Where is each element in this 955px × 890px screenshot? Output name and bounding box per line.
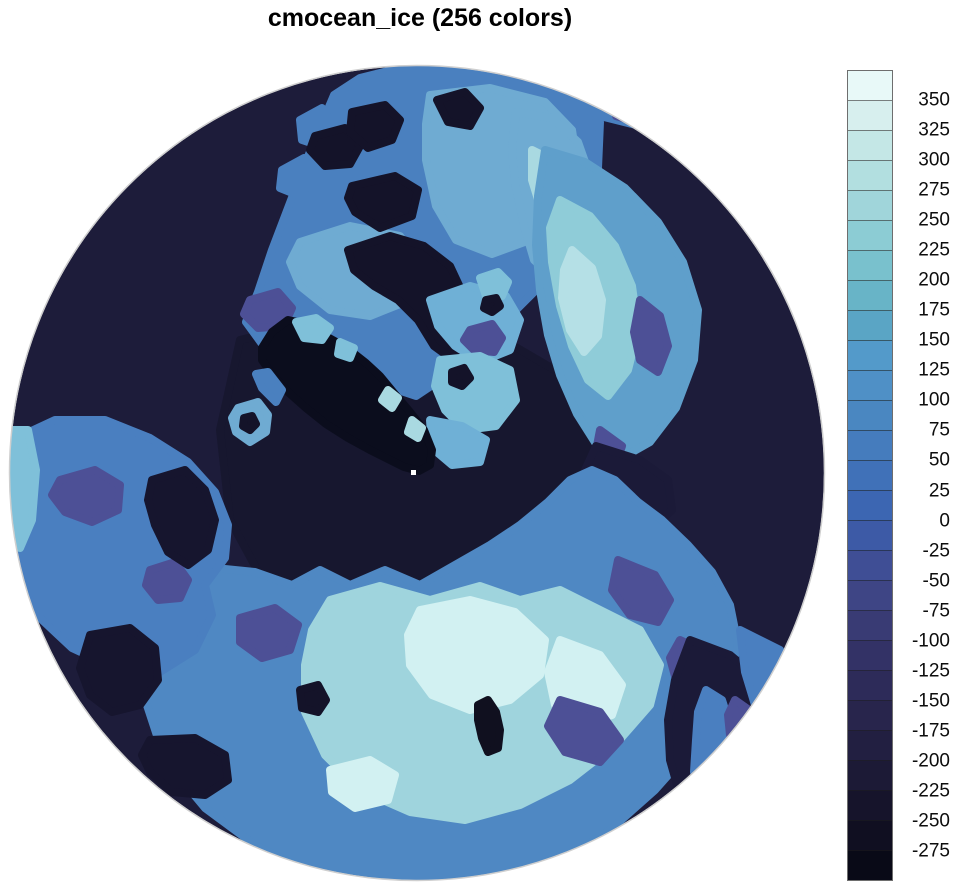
map-region-channel-3: [344, 172, 422, 232]
map-region-caa-dark-speck: [448, 364, 474, 390]
colorbar-segment: [848, 821, 892, 851]
map-region-greenland-fringe-2: [334, 338, 358, 362]
map-region-ne-purple-patch: [612, 94, 644, 126]
colorbar-segment: [848, 731, 892, 761]
map-region-siberia-lake: [296, 681, 330, 716]
map-region-arctic-island-2: [276, 154, 320, 200]
colorbar-segment: [848, 161, 892, 191]
colorbar-segment: [848, 611, 892, 641]
map-region-greenland-west-fringe: [252, 368, 286, 406]
map-region-channel-4: [433, 88, 484, 130]
map-region-iceland-dark: [239, 412, 260, 434]
colorbar-segment: [848, 191, 892, 221]
map-region-svalbard: [476, 268, 512, 300]
map-region-siberia-bright-1: [404, 596, 549, 714]
map-region-caa-purple: [460, 320, 506, 356]
colorbar-segment: [848, 491, 892, 521]
map-region-siberia-purple-2: [544, 696, 624, 766]
map-region-bering-dark-2: [76, 624, 162, 716]
colorbar-segment: [848, 221, 892, 251]
map-region-bering-dark-3: [138, 734, 232, 799]
colorbar-segment: [848, 371, 892, 401]
colorbar-segment: [848, 131, 892, 161]
map-region-greenland-speck-1: [404, 416, 426, 442]
map-region-svalbard-dark: [480, 294, 504, 316]
colorbar-segment: [848, 521, 892, 551]
map-region-channel-2: [346, 101, 404, 152]
map-region-west-edge-light: [10, 426, 40, 552]
colorbar-segment: [848, 251, 892, 281]
colorbar-segment: [848, 641, 892, 671]
colorbar-segment: [848, 461, 892, 491]
map-region-greenland-fringe-1: [292, 314, 334, 344]
map-region-lake-baikal: [474, 696, 504, 756]
map-region-bering-dark: [144, 466, 219, 569]
map-region-siberia-bright-3: [326, 756, 399, 812]
colorbar-segment: [848, 311, 892, 341]
colorbar: [847, 70, 893, 881]
map-region-siberia-purple-1: [608, 556, 674, 626]
map-region-siberia-purple-3: [236, 604, 302, 662]
colorbar-segments: [848, 71, 892, 880]
map-region-channel-1: [306, 124, 364, 170]
map-region-scand-purple-1: [630, 296, 672, 376]
chart-title: cmocean_ice (256 colors): [267, 4, 573, 32]
map-region-greenland-speck-2: [378, 386, 402, 412]
colorbar-segment: [848, 671, 892, 701]
colorbar-segment: [848, 551, 892, 581]
colorbar-segment: [848, 581, 892, 611]
colorbar-segment: [848, 851, 892, 880]
colorbar-segment: [848, 71, 892, 101]
map-region-scandinavia-bright: [558, 246, 606, 356]
colorbar-segment: [848, 701, 892, 731]
map-region-alaska-purple-2: [142, 558, 192, 604]
colorbar-segment: [848, 761, 892, 791]
colorbar-segment: [848, 401, 892, 431]
pole-marker: [411, 470, 416, 475]
map-boundary-circle: [8, 64, 826, 882]
colorbar-segment: [848, 281, 892, 311]
map-clip-group: [10, 66, 824, 880]
colorbar-segment: [848, 101, 892, 131]
colorbar-segment: [848, 341, 892, 371]
map-region-alaska-purple-1: [48, 466, 124, 526]
map-region-se-edge-land: [736, 626, 816, 764]
map-region-kamchatka: [690, 686, 734, 799]
colorbar-segment: [848, 791, 892, 821]
colorbar-segment: [848, 431, 892, 461]
